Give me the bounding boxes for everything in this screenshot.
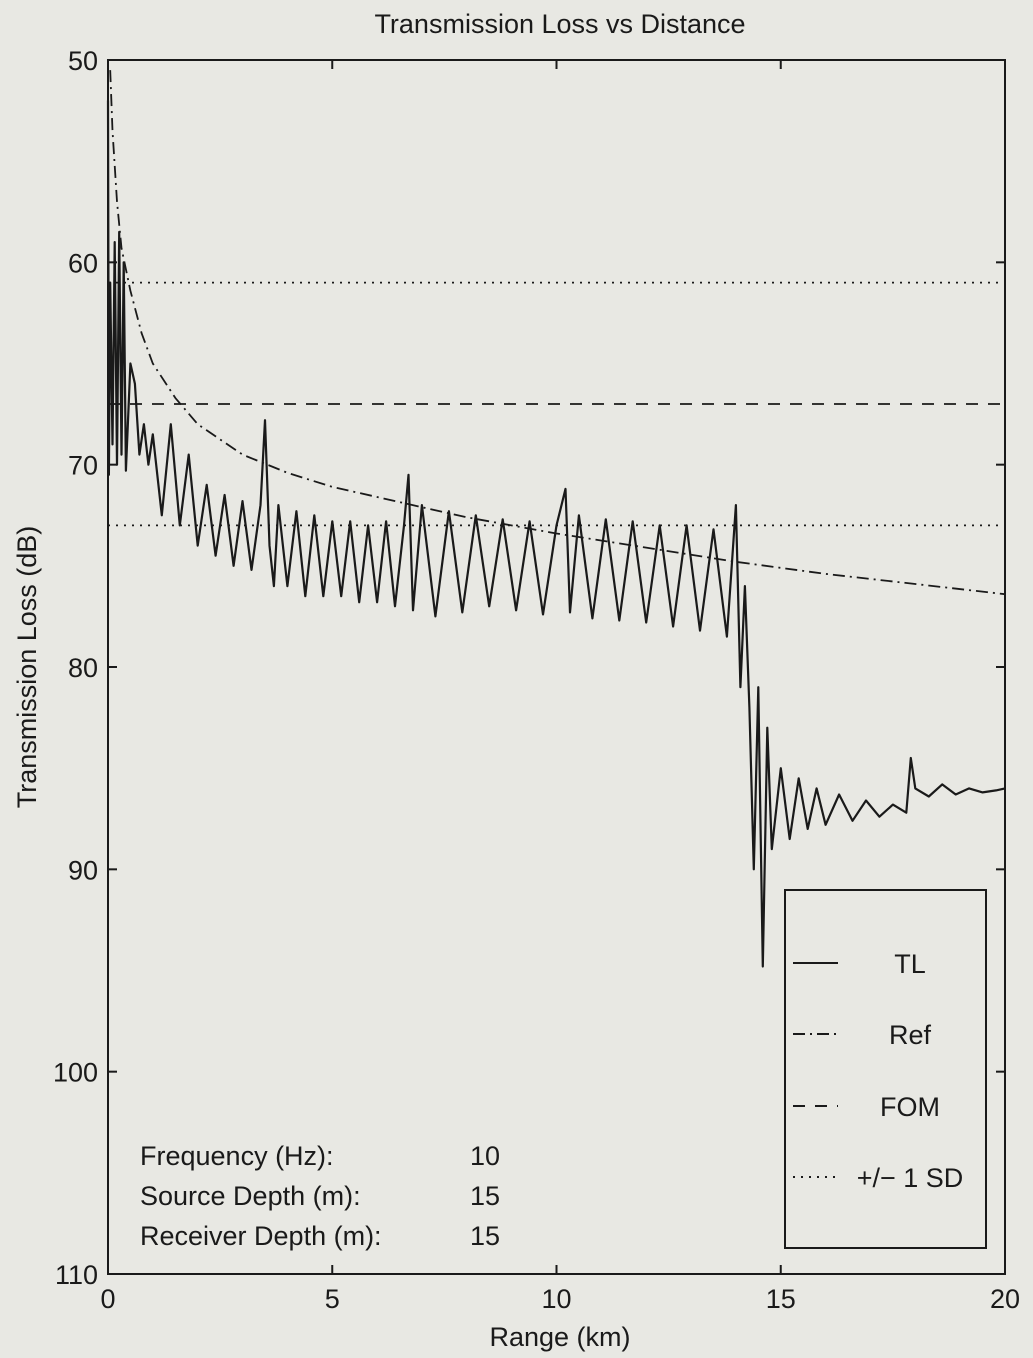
annotation-source-depth-label: Source Depth (m): <box>140 1181 361 1211</box>
series-line-tl <box>106 100 1006 968</box>
legend-label-fom: FOM <box>880 1092 940 1122</box>
y-tick-label: 90 <box>68 855 98 885</box>
axis-ticks: 0 5 10 15 20 50 60 70 80 90 100 110 <box>53 46 1020 1314</box>
y-tick-label: 50 <box>68 46 98 76</box>
x-tick-label: 20 <box>990 1284 1020 1314</box>
y-tick-label: 60 <box>68 248 98 278</box>
legend: TL Ref FOM +/− 1 SD <box>784 889 987 1249</box>
y-tick-label: 70 <box>68 451 98 481</box>
parameter-annotations: Frequency (Hz): 10 Source Depth (m): 15 … <box>140 1141 500 1251</box>
x-tick-label: 5 <box>325 1284 340 1314</box>
annotation-receiver-depth-value: 15 <box>470 1221 500 1251</box>
chart-title: Transmission Loss vs Distance <box>374 9 745 39</box>
legend-box <box>784 889 987 1249</box>
x-tick-label: 10 <box>541 1284 571 1314</box>
y-tick-label: 110 <box>55 1260 98 1290</box>
legend-label-sd: +/− 1 SD <box>857 1163 964 1193</box>
x-tick-label: 0 <box>100 1284 115 1314</box>
y-tick-label: 100 <box>53 1058 98 1088</box>
annotation-frequency-value: 10 <box>470 1141 500 1171</box>
y-axis-label: Transmission Loss (dB) <box>12 526 42 809</box>
series-line-ref <box>109 70 1006 596</box>
legend-label-ref: Ref <box>889 1020 932 1050</box>
legend-label-tl: TL <box>894 949 926 979</box>
series-lines <box>106 70 1006 968</box>
annotation-frequency-label: Frequency (Hz): <box>140 1141 334 1171</box>
y-tick-label: 80 <box>68 653 98 683</box>
x-tick-label: 15 <box>766 1284 796 1314</box>
annotation-receiver-depth-label: Receiver Depth (m): <box>140 1221 382 1251</box>
annotation-source-depth-value: 15 <box>470 1181 500 1211</box>
x-axis-label: Range (km) <box>489 1322 630 1352</box>
